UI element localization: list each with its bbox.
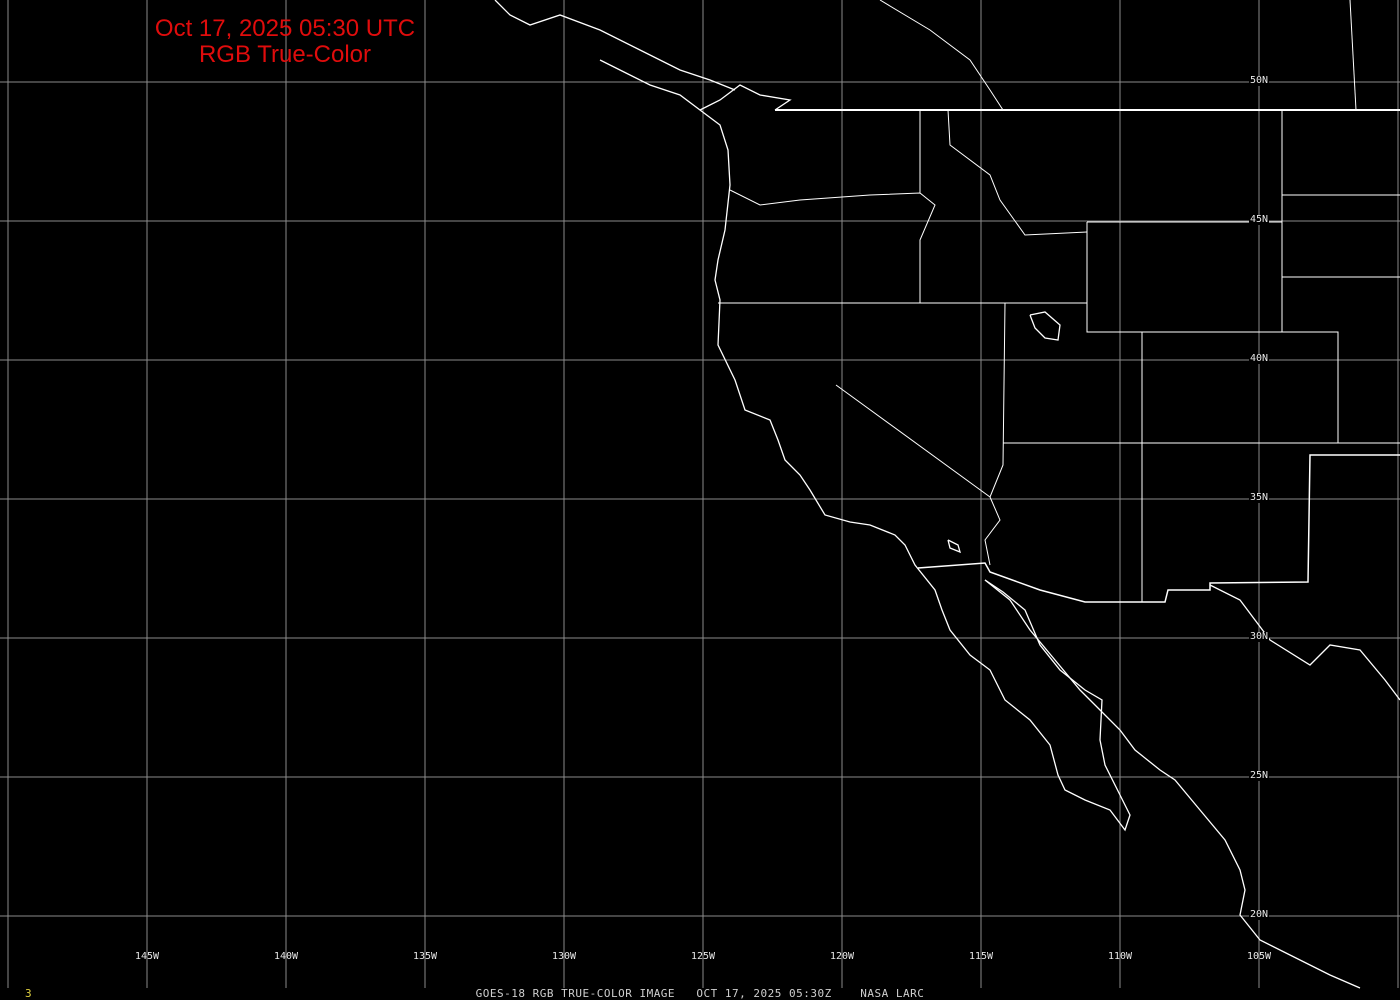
longitude-label: 105W — [1246, 951, 1272, 962]
longitude-label: 110W — [1107, 951, 1133, 962]
longitude-label: 145W — [134, 951, 160, 962]
frame-number: 3 — [25, 987, 33, 1000]
california-nevada-border — [835, 384, 991, 498]
gulf-of-mexico-coast — [1209, 584, 1400, 701]
longitude-label: 115W — [968, 951, 994, 962]
salton-sea — [947, 539, 961, 554]
colorado-border — [1142, 331, 1339, 443]
latitude-label: 45N — [1249, 214, 1270, 225]
great-salt-lake — [1029, 311, 1061, 341]
pacific-coastline — [599, 59, 1131, 832]
title-datetime: Oct 17, 2025 05:30 UTC — [154, 15, 416, 42]
colorado-river-border — [984, 496, 1001, 566]
latitude-label: 40N — [1249, 353, 1270, 364]
us-mexico-border — [917, 454, 1400, 603]
title-product: RGB True-Color — [198, 41, 372, 68]
puget-sound-coast — [699, 84, 792, 111]
latitude-label: 20N — [1249, 909, 1270, 920]
latitude-label: 30N — [1249, 631, 1270, 642]
latitude-label: 25N — [1249, 770, 1270, 781]
longitude-label: 125W — [690, 951, 716, 962]
canada-coast — [494, 0, 736, 91]
washington-oregon-border — [729, 189, 936, 303]
longitude-label: 130W — [551, 951, 577, 962]
idaho-wyoming-border — [1086, 222, 1142, 333]
gulf-of-california-east-coast — [984, 579, 1361, 989]
political-boundaries — [718, 0, 1400, 603]
latitude-label: 50N — [1249, 75, 1270, 86]
canada-province-border — [1349, 0, 1357, 111]
nevada-utah-border — [989, 302, 1006, 498]
longitude-label: 140W — [273, 951, 299, 962]
bc-alberta-border — [879, 0, 1004, 111]
idaho-montana-border — [947, 109, 1088, 236]
image-caption: GOES-18 RGB TRUE-COLOR IMAGE OCT 17, 202… — [475, 987, 925, 1000]
longitude-label: 120W — [829, 951, 855, 962]
longitude-label: 135W — [412, 951, 438, 962]
coastlines — [494, 0, 1400, 989]
latitude-label: 35N — [1249, 492, 1270, 503]
